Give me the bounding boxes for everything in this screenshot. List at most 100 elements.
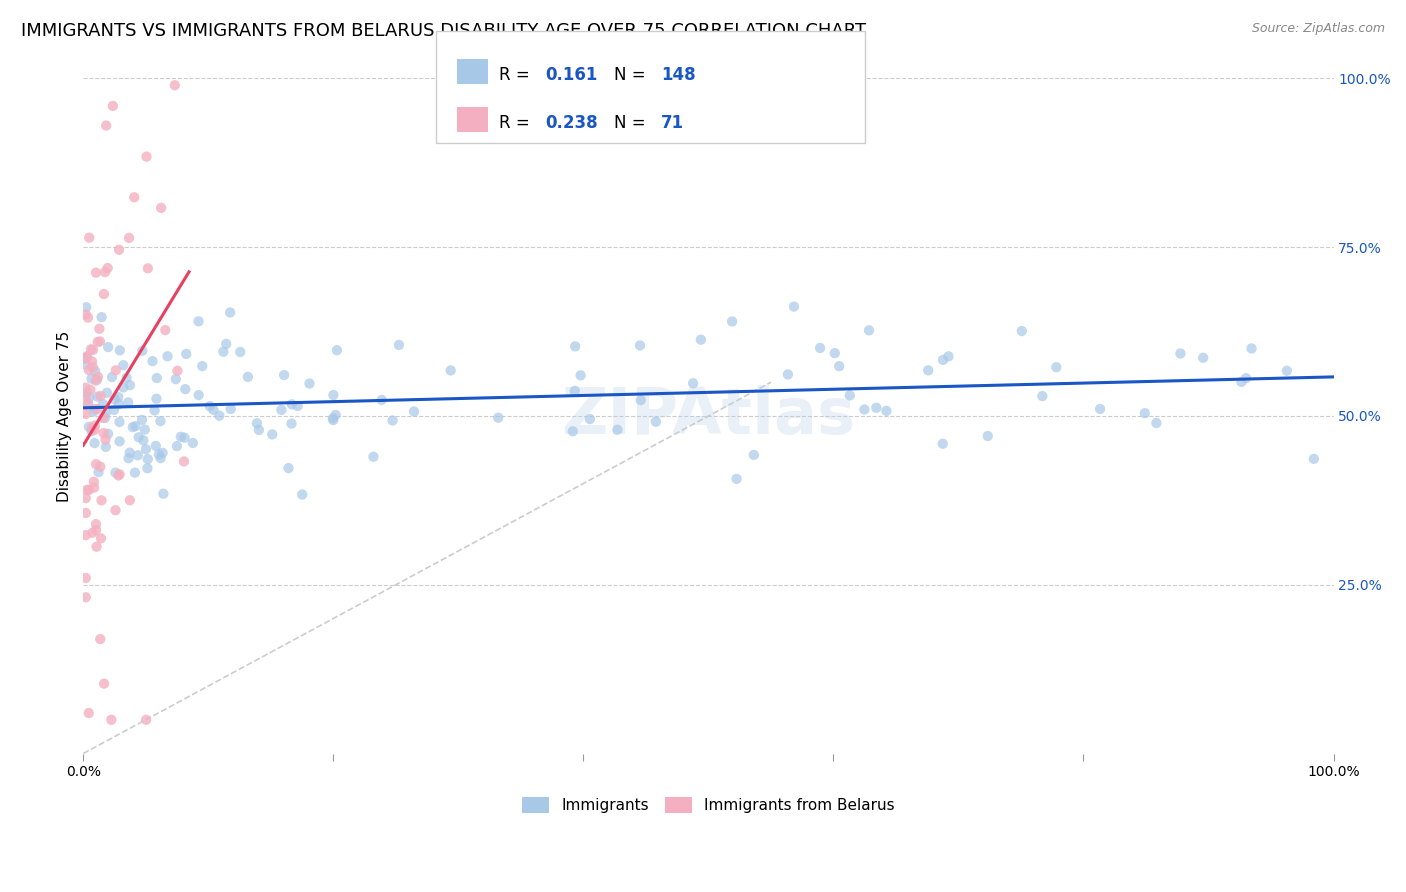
Point <box>83 404 105 418</box>
Point <box>270 403 292 417</box>
Point <box>219 402 242 417</box>
Point <box>561 425 583 439</box>
Point <box>104 466 127 480</box>
Point <box>281 397 304 411</box>
Point <box>1011 324 1033 338</box>
Point <box>486 410 509 425</box>
Point <box>75 390 97 404</box>
Point <box>82 360 104 375</box>
Point <box>246 417 269 431</box>
Point <box>89 632 111 646</box>
Point <box>208 409 231 423</box>
Point <box>83 423 105 437</box>
Point <box>1230 375 1253 389</box>
Point <box>865 401 887 415</box>
Legend: Immigrants, Immigrants from Belarus: Immigrants, Immigrants from Belarus <box>522 797 894 814</box>
Point <box>322 413 344 427</box>
Point <box>77 396 100 410</box>
Point <box>1234 371 1257 385</box>
Point <box>97 261 120 276</box>
Point <box>166 439 188 453</box>
Point <box>75 506 97 520</box>
Point <box>84 266 107 280</box>
Point <box>84 457 107 471</box>
Point <box>824 346 846 360</box>
Point <box>84 517 107 532</box>
Point <box>75 385 97 400</box>
Point <box>75 358 97 372</box>
Point <box>91 397 114 411</box>
Point <box>363 450 385 464</box>
Point <box>136 452 159 467</box>
Point <box>174 382 197 396</box>
Point <box>277 461 299 475</box>
Point <box>128 430 150 444</box>
Point <box>1045 360 1067 375</box>
Point <box>83 481 105 495</box>
Point <box>690 333 713 347</box>
Point <box>135 713 157 727</box>
Point <box>112 358 135 372</box>
Point <box>170 430 193 444</box>
Point <box>104 503 127 517</box>
Point <box>1192 351 1215 365</box>
Point <box>96 119 118 133</box>
Point <box>229 345 252 359</box>
Point <box>75 407 97 421</box>
Point <box>131 413 153 427</box>
Point <box>173 454 195 468</box>
Point <box>75 300 97 314</box>
Point <box>155 323 177 337</box>
Point <box>132 434 155 448</box>
Point <box>569 368 592 383</box>
Point <box>262 427 284 442</box>
Point <box>121 420 143 434</box>
Point <box>101 99 124 113</box>
Point <box>163 78 186 93</box>
Point <box>83 418 105 433</box>
Point <box>287 399 309 413</box>
Point <box>630 393 652 408</box>
Point <box>326 343 349 358</box>
Point <box>322 411 344 425</box>
Point <box>115 371 138 385</box>
Point <box>742 448 765 462</box>
Point <box>853 402 876 417</box>
Point <box>721 314 744 328</box>
Point <box>94 406 117 420</box>
Point <box>94 265 117 279</box>
Text: N =: N = <box>614 66 651 84</box>
Point <box>149 414 172 428</box>
Point <box>938 349 960 363</box>
Point <box>86 540 108 554</box>
Point <box>136 261 159 276</box>
Point <box>247 423 270 437</box>
Point <box>86 390 108 404</box>
Point <box>80 342 103 356</box>
Point <box>107 390 129 404</box>
Point <box>108 243 131 257</box>
Point <box>100 713 122 727</box>
Point <box>90 389 112 403</box>
Text: 0.238: 0.238 <box>546 114 598 132</box>
Point <box>93 287 115 301</box>
Point <box>682 376 704 391</box>
Point <box>606 423 628 437</box>
Point <box>86 373 108 387</box>
Point <box>80 421 103 435</box>
Point <box>97 340 120 354</box>
Point <box>77 391 100 405</box>
Point <box>828 359 851 374</box>
Point <box>644 415 666 429</box>
Point <box>291 487 314 501</box>
Point <box>135 150 157 164</box>
Point <box>90 493 112 508</box>
Point <box>1170 346 1192 360</box>
Point <box>145 392 167 406</box>
Point <box>187 314 209 328</box>
Point <box>146 371 169 385</box>
Text: Source: ZipAtlas.com: Source: ZipAtlas.com <box>1251 22 1385 36</box>
Point <box>808 341 831 355</box>
Point <box>96 385 118 400</box>
Point <box>236 370 259 384</box>
